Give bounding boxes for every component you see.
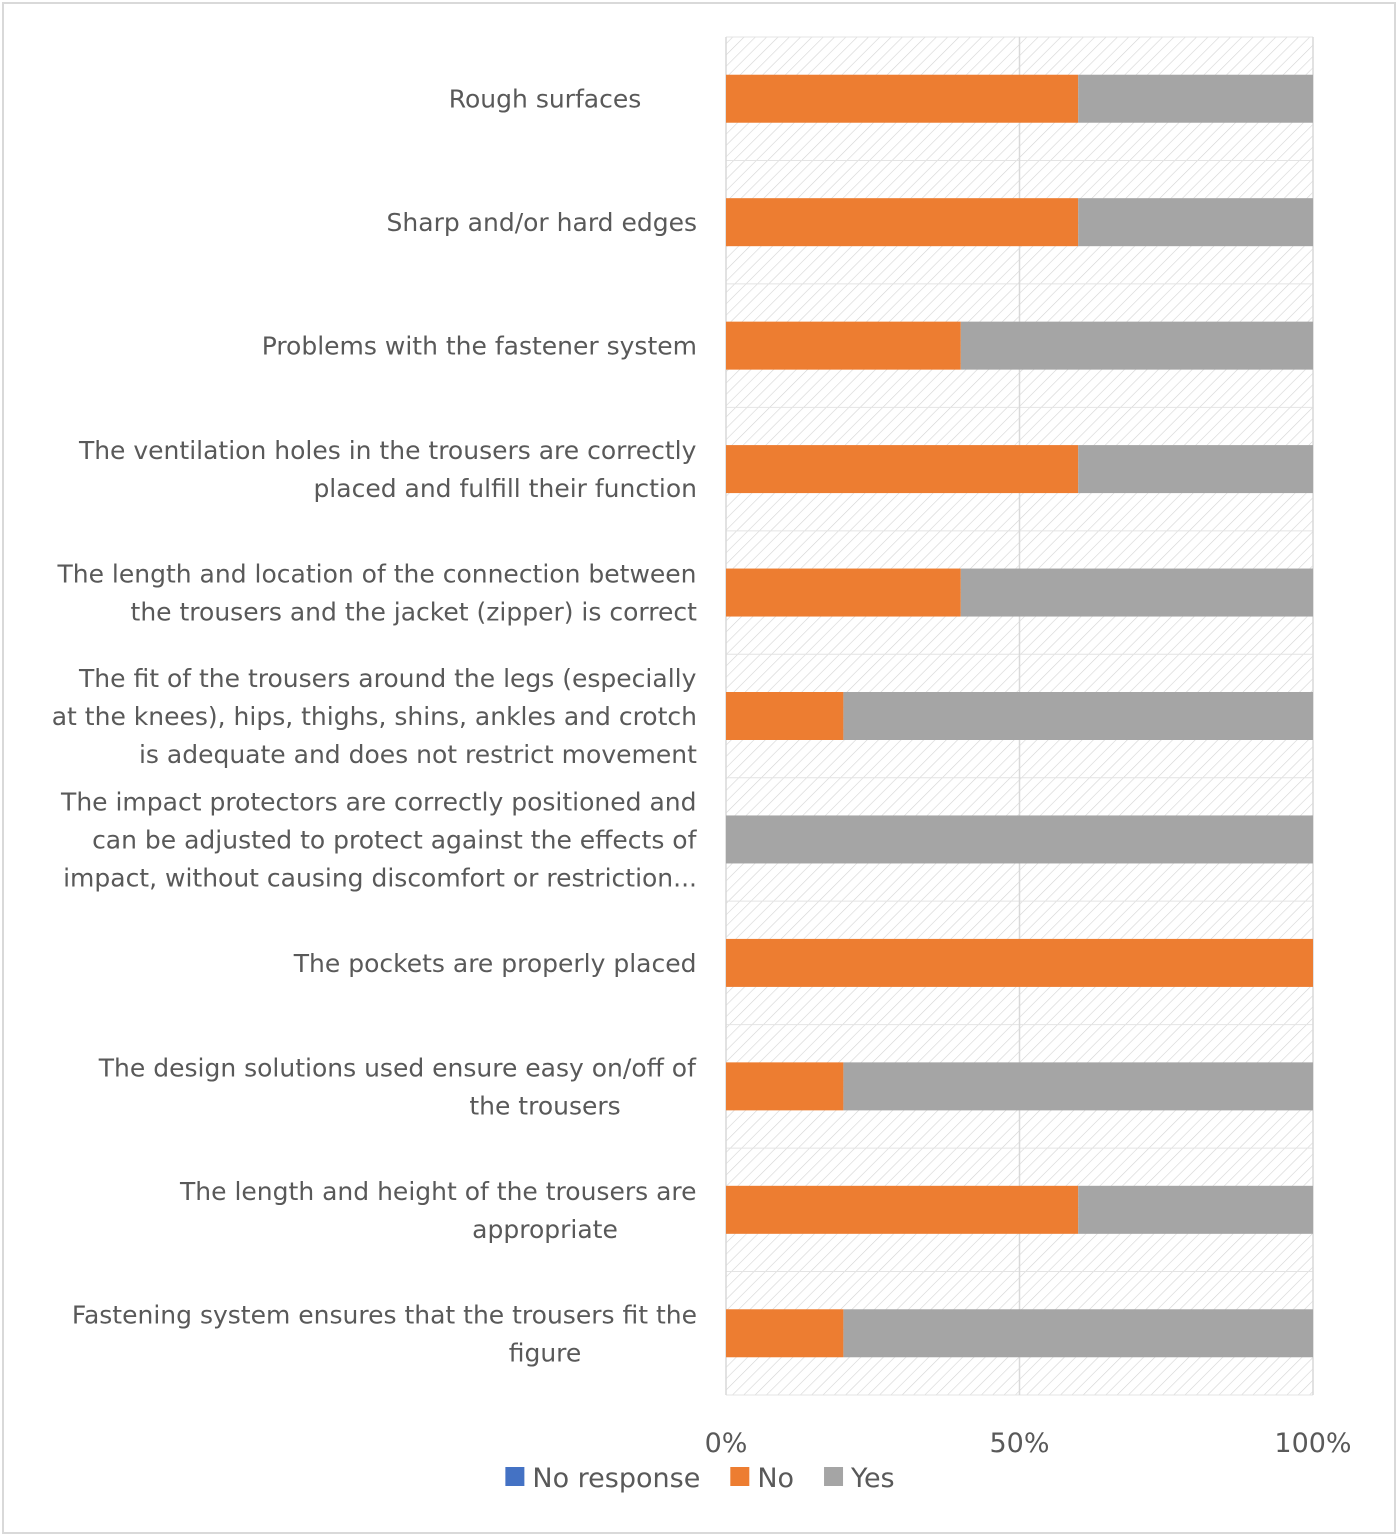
bar-segment-no [726, 445, 1079, 494]
bar-segment-yes [960, 321, 1313, 370]
category-label: Fastening system ensures that the trouse… [72, 1300, 697, 1329]
bar-segment-no [726, 74, 1079, 123]
x-tick-label: 100% [1274, 1428, 1351, 1459]
legend-label: No response [532, 1463, 700, 1494]
bar-segment-yes [1078, 1185, 1313, 1234]
bar-segment-yes [1078, 74, 1313, 123]
legend-item: Yes [824, 1463, 895, 1494]
legend-item: No response [505, 1463, 700, 1494]
category-label: placed and fulfill their function [313, 474, 697, 503]
legend-label: Yes [850, 1463, 895, 1494]
category-label: can be adjusted to protect against the e… [92, 825, 698, 854]
bar-segment-no [726, 692, 844, 740]
category-label: The fit of the trousers around the legs … [78, 664, 697, 693]
x-tick-label: 0% [705, 1428, 748, 1459]
category-label: Rough surfaces [449, 85, 641, 114]
bar-segment-no [726, 198, 1079, 247]
bar-segment-yes [1078, 445, 1313, 494]
bar-segment-no [726, 938, 1313, 987]
legend-swatch [824, 1467, 844, 1486]
bar-segment-no [726, 1062, 844, 1111]
legend-swatch [730, 1467, 750, 1486]
category-label: The impact protectors are correctly posi… [60, 787, 696, 816]
category-label: figure [509, 1338, 582, 1367]
category-label: is adequate and does not restrict moveme… [139, 740, 697, 769]
legend-swatch [505, 1467, 525, 1486]
x-tick-label: 50% [989, 1428, 1049, 1459]
bar-segment-yes [726, 815, 1313, 864]
category-label: The ventilation holes in the trousers ar… [78, 436, 697, 465]
legend-label: No [757, 1463, 794, 1494]
bar-segment-no [726, 568, 961, 617]
legend-item: No [730, 1463, 794, 1494]
bar-segment-no [726, 1185, 1079, 1234]
bar-segment-yes [960, 568, 1313, 617]
bar-segment-yes [843, 1309, 1313, 1358]
category-label: The pockets are properly placed [293, 949, 697, 978]
category-label: The length and height of the trousers ar… [179, 1177, 696, 1206]
bar-segment-yes [1078, 198, 1313, 247]
category-label: The design solutions used ensure easy on… [98, 1053, 697, 1082]
bar-segment-yes [843, 692, 1313, 740]
category-label: impact, without causing discomfort or re… [63, 863, 697, 892]
category-label: Sharp and/or hard edges [387, 208, 697, 237]
category-label: the trousers and the jacket (zipper) is … [131, 598, 698, 627]
bar-segment-yes [843, 1062, 1313, 1111]
category-label: Problems with the fastener system [262, 332, 697, 361]
category-label: The length and location of the connectio… [56, 560, 696, 589]
category-label: at the knees), hips, thighs, shins, ankl… [52, 702, 697, 731]
category-label: appropriate [472, 1215, 618, 1244]
bar-segment-no [726, 321, 961, 370]
category-label: the trousers [469, 1091, 620, 1120]
bar-segment-no [726, 1309, 844, 1358]
